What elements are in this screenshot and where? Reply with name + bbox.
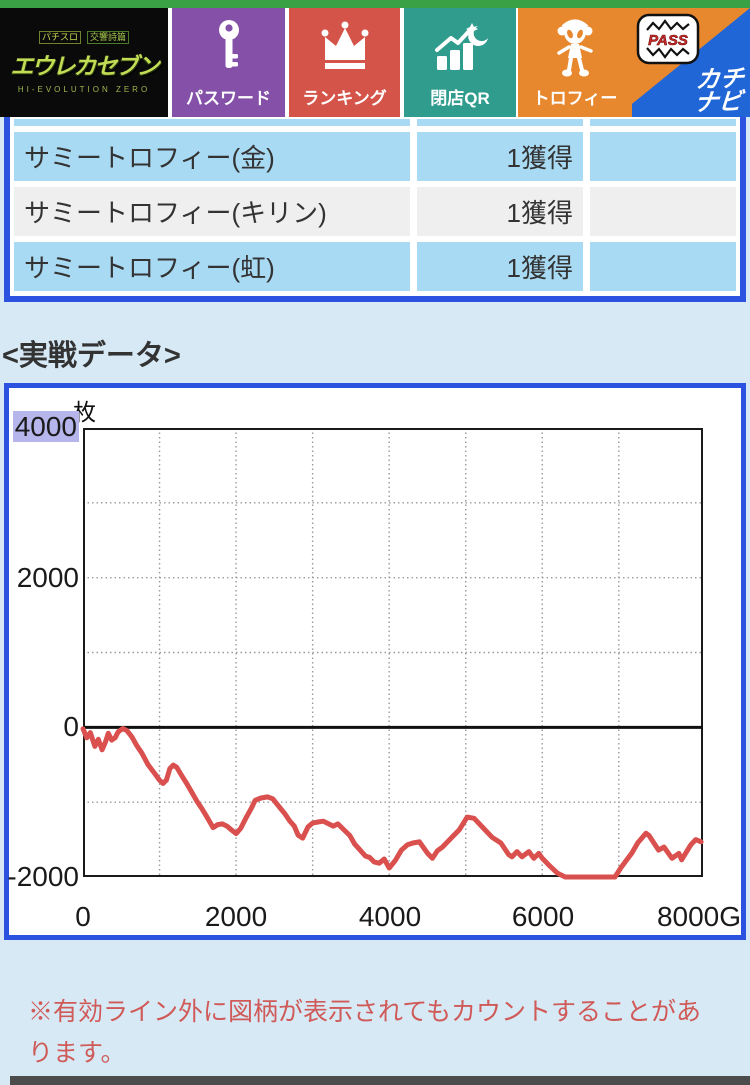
next-section-divider xyxy=(10,1076,750,1085)
top-green-strip xyxy=(0,0,750,8)
table-row: サミートロフィー(金) 1獲得 xyxy=(10,132,740,181)
trophy-count: 1獲得 xyxy=(417,187,583,236)
nav-button-closing-qr[interactable]: 閉店QR xyxy=(404,8,516,117)
y-tick-4000: 4000 xyxy=(12,411,79,442)
trophy-count: 1獲得 xyxy=(417,132,583,181)
key-icon xyxy=(218,20,239,68)
chart-panel: 枚 4000 2000 0 -2000 0 2000 4000 6000 800… xyxy=(4,383,746,940)
logo-small-right: 交響詩篇 xyxy=(87,31,130,44)
x-tick-2000: 2000 xyxy=(204,901,268,932)
mascot-icon xyxy=(557,19,593,77)
table-row-partial xyxy=(10,119,740,126)
top-nav: パチスロ 交響詩篇 エウレカセブン HI-EVOLUTION ZERO パスワー… xyxy=(0,0,750,117)
nav-right-block: PASS カチ ナビ xyxy=(632,8,750,117)
y-tick-0: 0 xyxy=(63,711,79,742)
nav-label-closing-qr: 閉店QR xyxy=(430,89,490,108)
trophy-name: サミートロフィー(金) xyxy=(14,132,410,181)
trophy-extra-cell xyxy=(590,242,736,291)
nav-button-trophy[interactable]: トロフィー xyxy=(518,8,632,117)
svg-text:PASS: PASS xyxy=(648,32,688,49)
trophy-count: 1獲得 xyxy=(417,242,583,291)
nav-label-ranking: ランキング xyxy=(302,89,387,108)
nav-button-ranking[interactable]: ランキング xyxy=(289,8,400,117)
y-tick-minus-2000: -2000 xyxy=(7,861,79,892)
machine-logo-title: エウレカセブン xyxy=(10,53,160,79)
chart-moon-icon xyxy=(435,23,488,70)
trophy-name: サミートロフィー(キリン) xyxy=(14,187,410,236)
kachinavi-logo[interactable]: カチ ナビ xyxy=(693,65,745,117)
trophy-extra-cell xyxy=(590,187,736,236)
machine-logo-kicker: パチスロ 交響詩篇 xyxy=(38,31,130,44)
y-tick-2000: 2000 xyxy=(16,562,79,593)
nav-row: パチスロ 交響詩篇 エウレカセブン HI-EVOLUTION ZERO パスワー… xyxy=(0,8,750,117)
pass-app-icon[interactable]: PASS xyxy=(636,13,700,65)
logo-small-left: パチスロ xyxy=(38,31,81,44)
table-row: サミートロフィー(キリン) 1獲得 xyxy=(10,187,740,236)
machine-logo[interactable]: パチスロ 交響詩篇 エウレカセブン HI-EVOLUTION ZERO xyxy=(0,8,168,117)
medal-graph xyxy=(80,428,704,880)
trophy-name: サミートロフィー(虹) xyxy=(14,242,410,291)
x-tick-6000: 6000 xyxy=(511,901,575,932)
section-title: <実戦データ> xyxy=(2,340,181,372)
trophy-extra-cell xyxy=(590,132,736,181)
trophy-table-panel: サミートロフィー(金) 1獲得 サミートロフィー(キリン) 1獲得 サミートロフ… xyxy=(4,117,746,302)
footnote: ※有効ライン外に図柄が表示されてもカウントすることがあります。 xyxy=(28,998,702,1067)
x-tick-0: 0 xyxy=(75,901,91,932)
nav-button-password[interactable]: パスワード xyxy=(172,8,285,117)
machine-logo-subtitle: HI-EVOLUTION ZERO xyxy=(17,85,151,94)
x-tick-4000: 4000 xyxy=(358,901,422,932)
kachinavi-line2: ナビ xyxy=(693,88,744,117)
x-tick-8000g: 8000G xyxy=(656,901,742,932)
nav-label-password: パスワード xyxy=(186,89,271,108)
nav-label-trophy: トロフィー xyxy=(532,89,618,108)
crown-icon xyxy=(321,21,368,69)
table-row: サミートロフィー(虹) 1獲得 xyxy=(10,242,740,291)
